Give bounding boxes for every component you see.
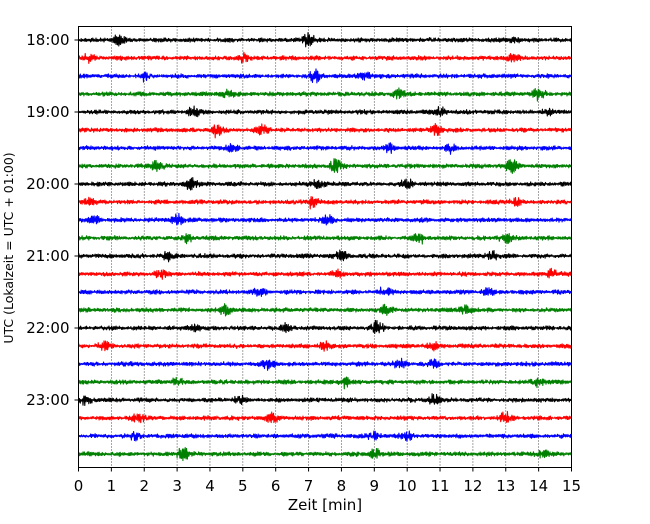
x-tick-label: 5 (238, 477, 248, 495)
y-axis: 18:00 19:00 20:00 21:00 22:00 23:00 (26, 31, 79, 409)
x-tick-label: 9 (370, 477, 380, 495)
x-axis-label: Zeit [min] (288, 496, 362, 514)
trace-line (77, 286, 573, 297)
y-tick-label: 20:00 (26, 175, 69, 193)
x-tick-label: 10 (398, 477, 417, 495)
y-tick-label: 23:00 (26, 391, 69, 409)
trace-line (78, 267, 573, 280)
x-tick-label: 2 (139, 477, 149, 495)
y-tick-label: 21:00 (26, 247, 69, 265)
trace-line (77, 340, 573, 352)
trace-line (78, 430, 573, 442)
trace-line (77, 319, 572, 335)
y-tick-label: 19:00 (26, 103, 69, 121)
trace-line (77, 158, 573, 174)
seismic-traces (77, 32, 573, 462)
y-tick-label: 22:00 (26, 319, 69, 337)
plot-frame (78, 26, 572, 468)
x-tick-label: 11 (430, 477, 449, 495)
trace-line (78, 212, 573, 226)
x-tick-label: 13 (496, 477, 515, 495)
x-tick-label: 15 (562, 477, 581, 495)
trace-line (77, 447, 572, 462)
trace-line (77, 393, 572, 407)
x-axis: 0 1 2 3 4 5 6 7 8 9 10 11 12 13 14 15 (74, 467, 581, 495)
trace-line (78, 357, 573, 371)
x-tick-label: 8 (337, 477, 347, 495)
trace-line (78, 303, 573, 317)
x-tick-label: 6 (271, 477, 281, 495)
y-tick-label: 18:00 (26, 31, 69, 49)
x-tick-label: 14 (529, 477, 548, 495)
x-tick-label: 0 (74, 477, 84, 495)
trace-line (77, 232, 573, 245)
trace-line (78, 68, 573, 84)
x-tick-label: 4 (205, 477, 215, 495)
x-tick-label: 3 (172, 477, 182, 495)
trace-line (78, 177, 573, 191)
trace-line (77, 376, 572, 390)
trace-line (77, 142, 573, 155)
x-tick-label: 7 (304, 477, 314, 495)
trace-line (78, 51, 573, 64)
trace-line (78, 32, 573, 48)
trace-line (77, 122, 573, 139)
trace-line (77, 196, 573, 210)
trace-line (77, 249, 573, 263)
trace-line (77, 105, 573, 118)
trace-line (77, 87, 573, 102)
x-tick-label: 12 (463, 477, 482, 495)
x-tick-label: 1 (107, 477, 117, 495)
y-axis-label: UTC (Lokalzeit = UTC + 01:00) (1, 152, 16, 343)
trace-line (77, 410, 573, 424)
